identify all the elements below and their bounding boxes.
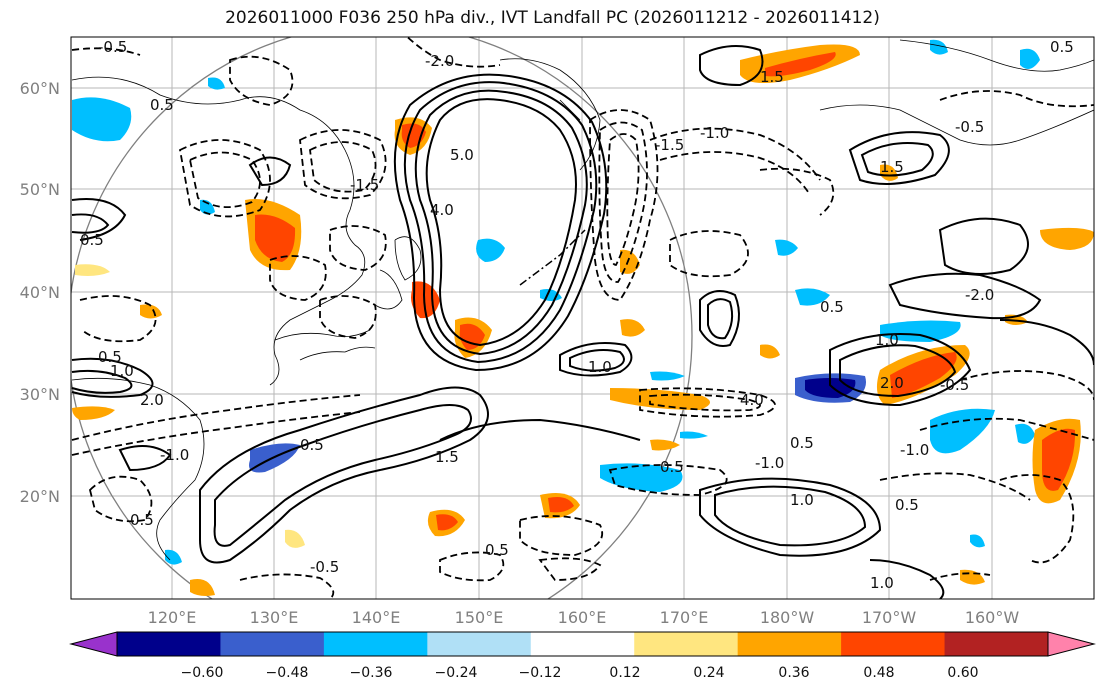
contour-label: 1.0	[875, 331, 899, 349]
colorbar-tick: 0.48	[863, 665, 894, 681]
map-title: 2026011000 F036 250 hPa div., IVT Landfa…	[225, 8, 880, 28]
lon-label-180W: 180°W	[760, 608, 815, 627]
contour-label: -1.5	[350, 176, 379, 194]
latitude-labels: 60°N 50°N 40°N 30°N 20°N	[20, 79, 60, 506]
colorbar-segment	[634, 632, 739, 656]
colorbar-tick: −0.48	[266, 665, 309, 681]
colorbar-tick: 0.24	[693, 665, 724, 681]
contour-label: -1.0	[700, 124, 729, 142]
contour-label: 0.5	[790, 434, 814, 452]
contour-label: 5.0	[450, 146, 474, 164]
colorbar-tick: −0.24	[435, 665, 478, 681]
colorbar-extend-low	[69, 631, 118, 657]
lat-label-20N: 20°N	[20, 487, 60, 506]
contour-label: -2.0	[425, 52, 454, 70]
colorbar-tick: 0.36	[778, 665, 809, 681]
contour-label: 1.0	[110, 362, 134, 380]
contour-label: -1.0	[755, 454, 784, 472]
contour-label: 1.5	[435, 448, 459, 466]
lon-label-170E: 170°E	[660, 608, 709, 627]
coastlines	[71, 39, 1094, 561]
lon-label-120E: 120°E	[148, 608, 197, 627]
contour-label: 0.5	[300, 436, 324, 454]
map-frame	[70, 36, 1095, 600]
reference-circle	[71, 37, 693, 599]
colorbar-tick: −0.36	[350, 665, 393, 681]
contour-label: -0.5	[310, 558, 339, 576]
colorbar-segment	[220, 632, 325, 656]
lon-label-140E: 140°E	[352, 608, 401, 627]
colorbar-tick: 0.60	[947, 665, 978, 681]
lat-label-60N: 60°N	[20, 79, 60, 98]
contour-label: 4.0	[430, 201, 454, 219]
lon-label-130E: 130°E	[250, 608, 299, 627]
contour-label: 1.0	[588, 358, 612, 376]
colorbar-frame	[116, 631, 1049, 657]
contour-label: 0.5	[98, 348, 122, 366]
contour-label: 2.0	[140, 391, 164, 409]
lat-label-30N: 30°N	[20, 385, 60, 404]
longitude-labels: 120°E 130°E 140°E 150°E 160°E 170°E 180°…	[148, 608, 1020, 627]
contour-label: 0.5	[150, 96, 174, 114]
negative-contours	[71, 37, 1094, 599]
gridlines	[71, 37, 1094, 599]
contour-label: 0.5	[895, 496, 919, 514]
contour-label: -1.0	[900, 441, 929, 459]
lat-label-40N: 40°N	[20, 283, 60, 302]
contour-label: 0.5	[485, 541, 509, 559]
contour-label: 2.0	[880, 374, 904, 392]
colorbar-segment	[117, 632, 221, 656]
colorbar-segment	[737, 632, 842, 656]
colorbar-segment	[427, 632, 532, 656]
colorbar-extend-high	[1047, 631, 1096, 657]
lat-label-50N: 50°N	[20, 180, 60, 199]
contour-label: 1.5	[880, 158, 904, 176]
contour-label: -1.0	[160, 446, 189, 464]
colorbar-tick: 0.12	[609, 665, 640, 681]
colorbar-segment	[841, 632, 946, 656]
contour-label: -0.5	[955, 118, 984, 136]
colorbar-segment	[944, 632, 1049, 656]
positive-contours	[71, 45, 1094, 599]
contour-label: 0.5	[820, 298, 844, 316]
contour-label: -2.0	[965, 286, 994, 304]
lon-label-170W: 170°W	[862, 608, 917, 627]
contour-label: 4.0	[740, 391, 764, 409]
colorbar-segment	[323, 632, 428, 656]
contour-labels: -0.5 0.5 -2.0 0.5 -1.5 5.0 4.0 0.5 0.5 1…	[80, 38, 1074, 592]
colorbar-tick: −0.12	[519, 665, 562, 681]
contour-label: 1.0	[790, 491, 814, 509]
contour-label: 1.0	[870, 574, 894, 592]
contour-label: 1.5	[760, 68, 784, 86]
contour-label: 0.5	[1050, 38, 1074, 56]
contour-label: -0.5	[940, 376, 969, 394]
lon-label-150E: 150°E	[455, 608, 504, 627]
contour-label: 0.5	[130, 511, 154, 529]
contour-label: 0.5	[660, 458, 684, 476]
colorbar-tick: −0.60	[181, 665, 224, 681]
colorbar-segment	[530, 632, 635, 656]
contour-label: -0.5	[98, 38, 127, 56]
contour-label: 0.5	[80, 231, 104, 249]
divergence-shading	[72, 39, 1094, 596]
lon-label-160E: 160°E	[558, 608, 607, 627]
lon-label-160W: 160°W	[965, 608, 1020, 627]
colorbar: −0.60 −0.48 −0.36 −0.24 −0.12 0.12 0.24 …	[69, 631, 1096, 681]
contour-label: -1.5	[655, 136, 684, 154]
